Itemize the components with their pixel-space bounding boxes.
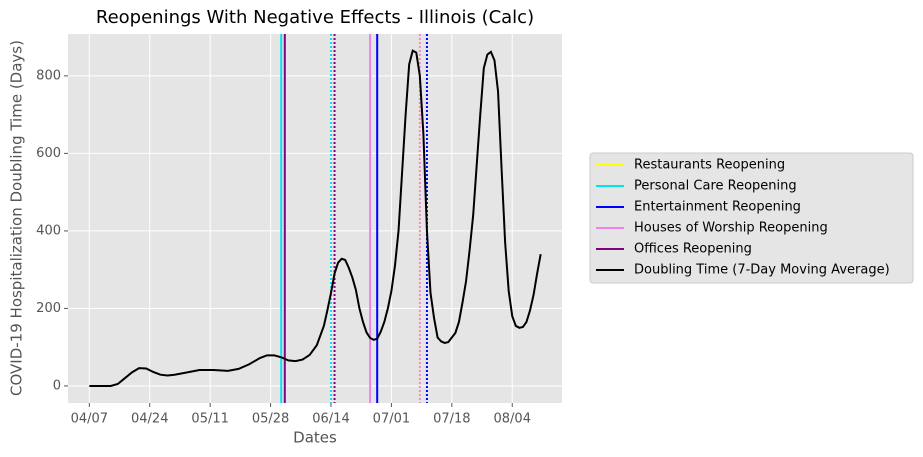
y-tick-label: 200: [36, 301, 61, 316]
legend-label: Houses of Worship Reopening: [634, 221, 828, 236]
legend-label: Entertainment Reopening: [634, 200, 801, 215]
data-line: [89, 49, 542, 387]
legend-label: Offices Reopening: [634, 242, 752, 257]
y-tick-label: 600: [36, 146, 61, 161]
y-tick-label: 400: [36, 223, 61, 238]
plot-content: [89, 34, 542, 403]
plot-area: [68, 34, 562, 403]
x-tick-label: 04/07: [71, 412, 108, 427]
legend-label: Personal Care Reopening: [634, 179, 797, 194]
x-axis-label: Dates: [293, 429, 337, 447]
x-tick-label: 05/11: [191, 412, 228, 427]
legend-box: [589, 152, 914, 284]
x-tick-label: 07/18: [433, 412, 470, 427]
x-tick-label: 06/14: [312, 412, 349, 427]
chart-title: Reopenings With Negative Effects - Illin…: [96, 7, 534, 28]
y-tick-label: 0: [53, 378, 61, 393]
y-tick-label: 800: [36, 68, 61, 83]
legend-label: Doubling Time (7-Day Moving Average): [634, 263, 890, 278]
legend-label: Restaurants Reopening: [634, 158, 785, 173]
x-tick-label: 05/28: [252, 412, 289, 427]
x-tick-label: 04/24: [131, 412, 168, 427]
x-tick-label: 07/01: [373, 412, 410, 427]
y-axis-label: COVID-19 Hospitalization Doubling Time (…: [8, 40, 26, 396]
x-tick-label: 08/04: [494, 412, 531, 427]
